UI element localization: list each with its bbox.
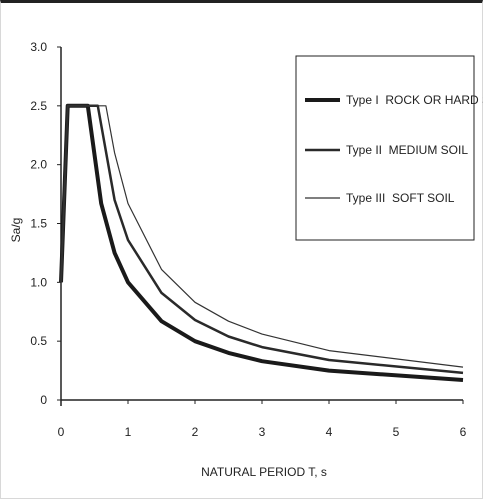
legend-label-3: Type III SOFT SOIL: [346, 191, 455, 205]
legend-label-1: Type I ROCK OR HARD SOIL: [346, 93, 483, 107]
series-line-3: [60, 105, 464, 368]
y-ticks: 0 0.5 1.0 1.5 2.0 2.5 3.0: [30, 40, 61, 407]
y-tick-label: 0: [40, 393, 47, 407]
y-tick-label: 1.5: [30, 217, 47, 231]
y-axis-label: Sa/g: [9, 218, 23, 243]
x-tick-label: 0: [58, 425, 65, 439]
y-tick-label: 1.0: [30, 275, 47, 289]
x-tick-label: 5: [393, 425, 400, 439]
y-tick-label: 0.5: [30, 334, 47, 348]
legend-box: [295, 55, 475, 241]
y-tick-label: 3.0: [30, 40, 47, 54]
y-tick-label: 2.5: [30, 99, 47, 113]
x-tick-label: 6: [460, 425, 467, 439]
series-lines: [59, 103, 464, 382]
legend: Type I ROCK OR HARD SOIL Type II MEDIUM S…: [295, 55, 483, 241]
x-tick-label: 4: [326, 425, 333, 439]
legend-label-2: Type II MEDIUM SOIL: [346, 143, 468, 157]
x-tick-label: 3: [259, 425, 266, 439]
x-tick-label: 2: [192, 425, 199, 439]
x-ticks: 0 1 2 3 4 5 6: [58, 400, 467, 439]
x-tick-label: 1: [125, 425, 132, 439]
x-axis-label: NATURAL PERIOD T, s: [201, 465, 327, 479]
y-tick-label: 2.0: [30, 158, 47, 172]
